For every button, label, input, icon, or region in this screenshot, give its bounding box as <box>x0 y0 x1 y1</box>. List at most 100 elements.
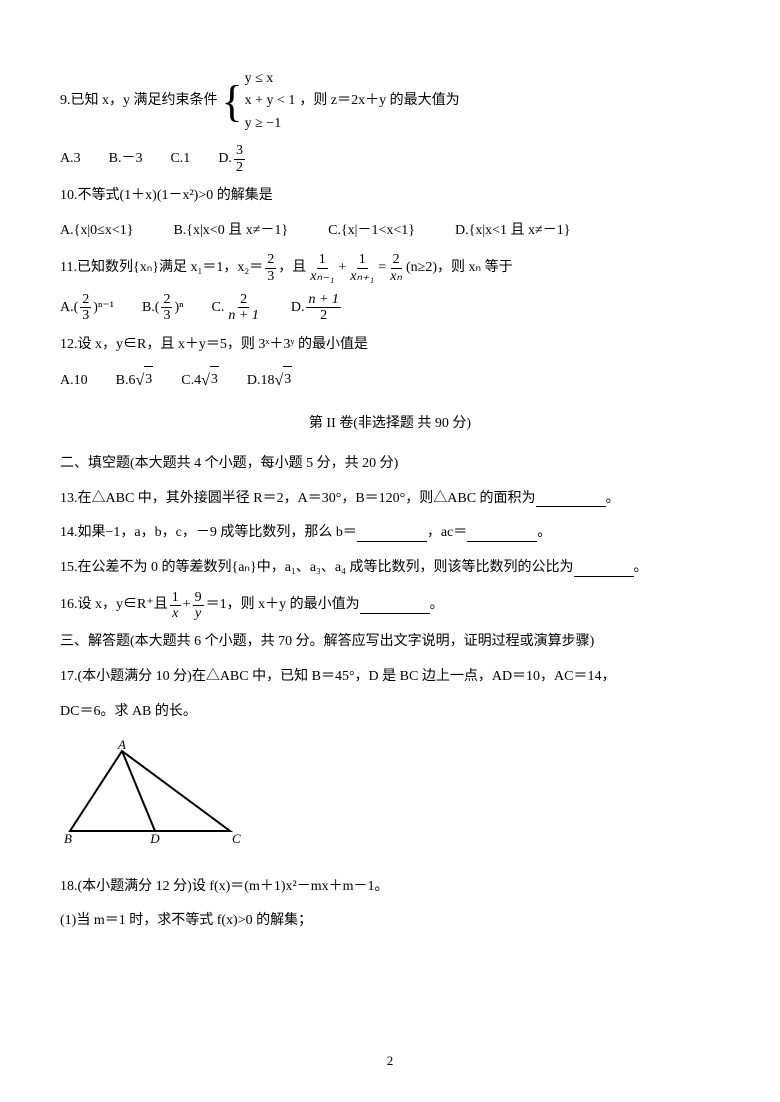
vertex-a-label: A <box>117 739 126 752</box>
q11-stem: 11.已知数列{xₙ}满足 x₁＝1，x₂＝ 2 3 ，且 1 xₙ₋₁ + 1… <box>60 252 720 284</box>
triangle-figure: A B D C <box>60 739 245 849</box>
q17-line1: 17.(本小题满分 10 分)在△ABC 中，已知 B＝45°，D 是 BC 边… <box>60 664 720 691</box>
q11-choice-d: D. n + 12 <box>291 292 343 324</box>
q9-choice-a: A.3 <box>60 146 81 173</box>
q12-c-pre: C.4 <box>181 368 201 395</box>
q9-stem-a: 9.已知 x，y 满足约束条件 <box>60 88 218 115</box>
q12-stem: 12.设 x，y∈R，且 x＋y＝5，则 3ˣ＋3ʸ 的最小值是 <box>60 332 720 359</box>
q11-c-den: n + 1 <box>226 308 260 323</box>
q15: 15.在公差不为 0 的等差数列{aₙ}中，a₁、a₃、a₄ 成等比数列，则该等… <box>60 555 720 582</box>
q10-choices: A.{x|0≤x<1} B.{x|x<0 且 x≠－1} C.{x|－1<x<1… <box>60 218 720 245</box>
q9-sys-row3: y ≥ −1 <box>245 113 296 135</box>
q10-choice-c: C.{x|－1<x<1} <box>328 218 415 245</box>
q11-b-num: 2 <box>161 292 172 308</box>
page-number: 2 <box>0 1049 780 1074</box>
section2-title: 第 II 卷(非选择题 共 90 分) <box>60 411 720 438</box>
q9-choice-d: D. 3 2 <box>218 143 247 175</box>
q9-sys-row2: x + y < 1 <box>245 90 296 112</box>
vertex-d-label: D <box>149 831 160 846</box>
q14-end: 。 <box>537 520 551 547</box>
q9-d-frac: 3 2 <box>234 143 245 175</box>
q12-choice-d: D.18 3 <box>247 366 292 396</box>
q11-d-num: n + 1 <box>306 292 340 308</box>
fill-header: 二、填空题(本大题共 4 个小题，每小题 5 分，共 20 分) <box>60 451 720 478</box>
q11-f1-num: 2 <box>265 252 276 268</box>
q16-plus: + <box>183 592 191 619</box>
q9-system: { y ≤ x x + y < 1 y ≥ −1 <box>222 68 296 135</box>
q12-c-rad: 3 <box>210 366 219 394</box>
q12-d-rad: 3 <box>283 366 292 394</box>
q12-choice-b: B.63 <box>116 366 154 396</box>
q12-d-pre: D.18 <box>247 368 275 395</box>
q11-a-num: 2 <box>80 292 91 308</box>
q16-stem-b: ＝1，则 x＋y 的最小值为 <box>206 592 360 619</box>
q16-frac1: 1 x <box>170 590 181 622</box>
q11-stem-b: ，且 <box>278 255 306 282</box>
q11-stem-c: (n≥2)，则 xₙ 等于 <box>406 255 513 282</box>
q15-stem: 15.在公差不为 0 的等差数列{aₙ}中，a₁、a₃、a₄ 成等比数列，则该等… <box>60 555 574 582</box>
q11-d-den: 2 <box>318 308 329 323</box>
q11-stem-a: 11.已知数列{xₙ}满足 x₁＝1，x₂＝ <box>60 255 263 282</box>
q9-choices: A.3 B.－3 C.1 D. 3 2 <box>60 143 720 175</box>
q11-f2c-den: xₙ <box>388 269 404 284</box>
q14-blank1 <box>357 526 427 542</box>
q18-part1: (1)当 m＝1 时，求不等式 f(x)>0 的解集； <box>60 908 720 935</box>
q10-stem: 10.不等式(1＋x)(1－x²)>0 的解集是 <box>60 183 720 210</box>
q10-choice-a: A.{x|0≤x<1} <box>60 218 133 245</box>
q9-d-num: 3 <box>234 143 245 159</box>
q16-end: 。 <box>430 592 444 619</box>
q11-frac2b: 1 xₙ₊₁ <box>348 252 376 284</box>
q14: 14.如果−1，a，b，c，－9 成等比数列，那么 b＝ ，ac＝ 。 <box>60 520 720 547</box>
q16-f1-num: 1 <box>170 590 181 606</box>
q16-stem-a: 16.设 x，y∈R⁺且 <box>60 592 168 619</box>
q14-mid: ，ac＝ <box>427 520 467 547</box>
q13-blank <box>536 491 606 507</box>
solve-header: 三、解答题(本大题共 6 个小题，共 70 分。解答应写出文字说明，证明过程或演… <box>60 629 720 656</box>
q11-eq: = <box>378 255 386 282</box>
q13-stem: 13.在△ABC 中，其外接圆半径 R＝2，A＝30°，B＝120°，则△ABC… <box>60 486 536 513</box>
q16: 16.设 x，y∈R⁺且 1 x + 9 y ＝1，则 x＋y 的最小值为 。 <box>60 590 720 622</box>
q9-sys-row1: y ≤ x <box>245 68 296 90</box>
q11-choice-b: B.( 23 )ⁿ <box>142 292 184 324</box>
q10-choice-d: D.{x|x<1 且 x≠－1} <box>455 218 570 245</box>
q17-line2: DC＝6。求 AB 的长。 <box>60 699 720 726</box>
q9-d-den: 2 <box>234 160 245 175</box>
q12-b-pre: B.6 <box>116 368 136 395</box>
q16-blank <box>360 597 430 613</box>
q11-b-den: 3 <box>161 308 172 323</box>
q9-choice-c: C.1 <box>170 146 190 173</box>
q13: 13.在△ABC 中，其外接圆半径 R＝2，A＝30°，B＝120°，则△ABC… <box>60 486 720 513</box>
q14-stem: 14.如果−1，a，b，c，－9 成等比数列，那么 b＝ <box>60 520 357 547</box>
q15-blank <box>574 560 634 576</box>
q16-f2-num: 9 <box>193 590 204 606</box>
q18-stem: 18.(本小题满分 12 分)设 f(x)＝(m＋1)x²－mx＋m－1。 <box>60 874 720 901</box>
q12-choices: A.10 B.63 C.4 3 D.18 3 <box>60 366 720 396</box>
q11-f2a-den: xₙ₋₁ <box>308 269 336 284</box>
q11-d-pre: D. <box>291 295 305 322</box>
q11-f2b-den: xₙ₊₁ <box>348 269 376 284</box>
q9-d-prefix: D. <box>218 146 232 173</box>
q15-end: 。 <box>634 555 648 582</box>
q9-stem: 9.已知 x，y 满足约束条件 { y ≤ x x + y < 1 y ≥ −1… <box>60 68 720 135</box>
vertex-b-label: B <box>64 831 72 846</box>
q12-choice-c: C.4 3 <box>181 366 219 396</box>
q13-end: 。 <box>606 486 620 513</box>
q9-choice-b: B.－3 <box>109 146 143 173</box>
q11-frac1: 2 3 <box>265 252 276 284</box>
vertex-c-label: C <box>232 831 241 846</box>
q10-choice-b: B.{x|x<0 且 x≠－1} <box>173 218 288 245</box>
q11-plus1: + <box>338 255 346 282</box>
q11-b-post: )ⁿ <box>174 295 183 322</box>
q11-f2a-num: 1 <box>317 252 328 268</box>
q11-f2c-num: 2 <box>391 252 402 268</box>
q9-stem-b: ，则 z＝2x＋y 的最大值为 <box>299 88 459 115</box>
q16-frac2: 9 y <box>193 590 204 622</box>
q11-f1-den: 3 <box>265 269 276 284</box>
q11-b-pre: B.( <box>142 295 160 322</box>
q16-f1-den: x <box>170 606 180 621</box>
q11-choice-c: C. 2n + 1 <box>212 292 263 324</box>
q11-a-den: 3 <box>80 308 91 323</box>
q12-choice-a: A.10 <box>60 368 88 395</box>
q11-a-pre: A.( <box>60 295 78 322</box>
q11-choices: A.( 23 )ⁿ⁻¹ B.( 23 )ⁿ C. 2n + 1 D. n + 1… <box>60 292 720 324</box>
